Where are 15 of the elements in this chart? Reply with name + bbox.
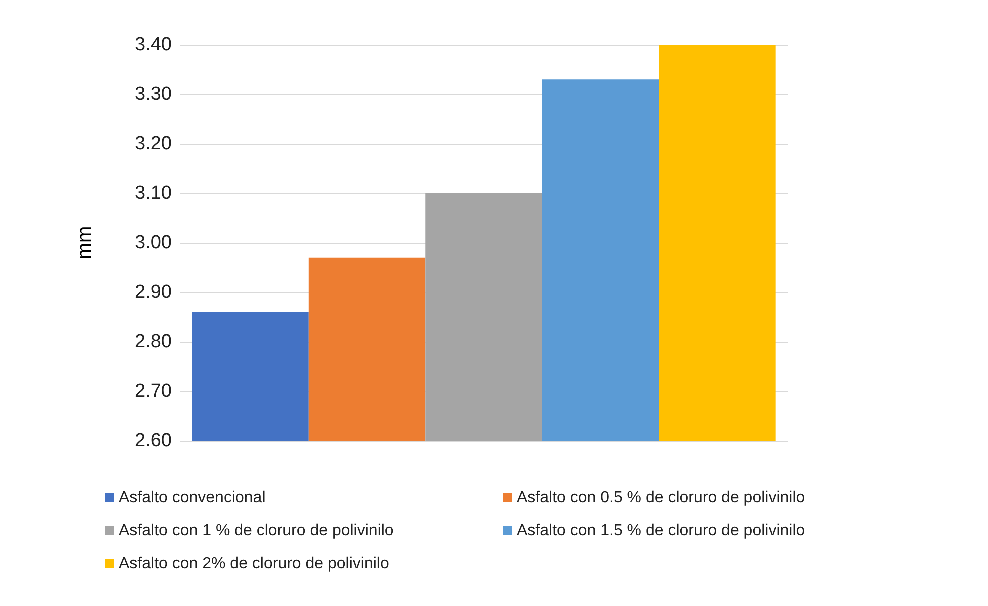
y-tick-label: 3.30 (135, 84, 172, 105)
y-tick-label: 2.60 (135, 430, 172, 452)
y-tick-label: 2.90 (135, 282, 172, 303)
legend-label: Asfalto con 1 % de cloruro de polivinilo (119, 522, 394, 540)
legend-label: Asfalto convencional (119, 490, 266, 506)
y-tick-label: 3.10 (135, 183, 172, 204)
legend-label: Asfalto con 0.5 % de cloruro de polivinilo (517, 490, 806, 506)
y-tick-label: 3.00 (135, 232, 172, 254)
legend-label: Asfalto con 2% de cloruro de polivinilo (119, 556, 390, 572)
legend-label: Asfalto con 1.5 % de cloruro de polivinilo (517, 522, 806, 540)
y-tick-label: 3.40 (135, 34, 172, 56)
y-tick-label: 2.80 (135, 332, 172, 352)
y-tick-label: 3.20 (135, 134, 172, 154)
y-tick-label: 2.70 (135, 381, 172, 402)
y-axis-title: mm (74, 226, 96, 260)
